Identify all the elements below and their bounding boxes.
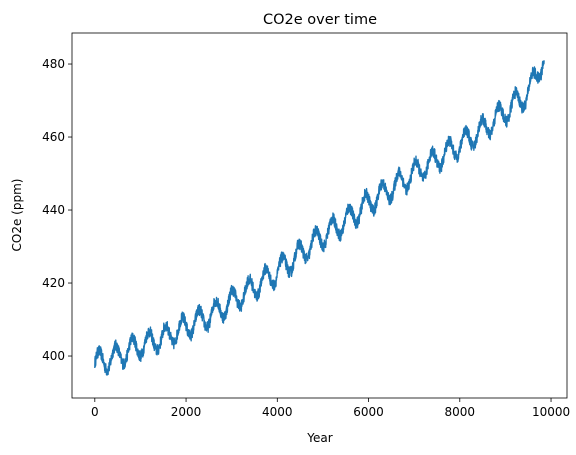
y-axis-label: CO2e (ppm): [10, 179, 24, 252]
x-tick-label: 2000: [171, 405, 202, 419]
x-tick-label: 6000: [353, 405, 384, 419]
y-tick-label: 480: [42, 57, 65, 71]
plot-frame: [71, 32, 568, 399]
x-axis-label: Year: [306, 431, 332, 445]
y-tick-label: 420: [42, 276, 65, 290]
y-tick-label: 400: [42, 349, 65, 363]
y-tick-label: 440: [42, 203, 65, 217]
y-tick-label: 460: [42, 130, 65, 144]
x-tick-label: 4000: [262, 405, 293, 419]
chart-title: CO2e over time: [263, 12, 377, 28]
x-tick-label: 10000: [532, 405, 570, 419]
y-axis: 400 420 440 460 480: [42, 57, 72, 363]
x-tick-label: 8000: [445, 405, 476, 419]
x-tick-label: 0: [91, 405, 99, 419]
plot-area: [94, 60, 545, 376]
x-axis: 0 2000 4000 6000 8000 10000: [91, 398, 570, 419]
series-line: [94, 60, 545, 376]
